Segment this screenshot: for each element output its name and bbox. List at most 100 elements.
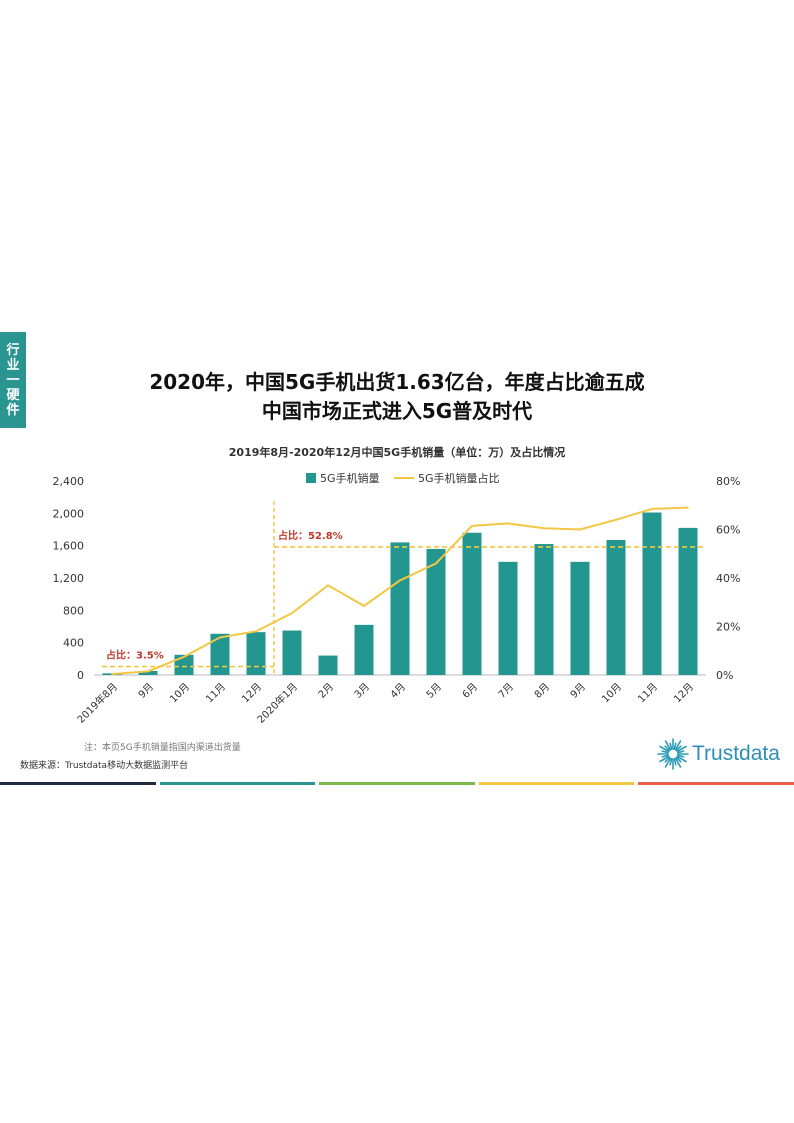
burst-ray	[675, 756, 682, 763]
page-subtitle: 中国市场正式进入5G普及时代	[261, 399, 533, 423]
burst-ray	[664, 745, 671, 752]
burst-ray	[674, 757, 682, 768]
x-tick-label: 6月	[460, 681, 480, 701]
legend-line-label: 5G手机销量占比	[418, 471, 500, 485]
bar	[606, 540, 626, 675]
y-right-tick: 80%	[716, 475, 740, 488]
share-point	[687, 506, 689, 509]
burst-ray	[673, 742, 677, 750]
y-right-tick: 60%	[716, 524, 740, 537]
burst-ray	[677, 754, 685, 758]
y-left-tick: 2,400	[53, 475, 85, 488]
share-point	[579, 528, 581, 531]
logo-text: Trustdata	[692, 742, 780, 765]
y-left-tick: 2,000	[53, 507, 85, 520]
share-point	[651, 508, 653, 510]
stripe	[478, 782, 635, 785]
x-tick-label: 10月	[168, 681, 193, 706]
bar	[570, 561, 590, 675]
x-tick-label: 12月	[672, 681, 697, 706]
bar	[282, 630, 302, 675]
y-left-tick: 800	[63, 604, 84, 617]
bar	[246, 632, 266, 675]
y-left-tick: 0	[77, 669, 84, 682]
x-tick-label: 10月	[600, 681, 625, 706]
share-point	[327, 584, 329, 587]
burst-ray	[661, 754, 669, 758]
x-tick-label: 4月	[388, 681, 408, 701]
bar	[426, 548, 446, 675]
side-tab-char: 行	[6, 342, 20, 358]
share-point	[507, 522, 509, 525]
legend-bar-swatch	[306, 473, 316, 483]
x-tick-label: 9月	[568, 681, 588, 701]
share-point	[363, 605, 365, 607]
burst-ray	[676, 745, 687, 753]
burst-ray	[664, 757, 672, 768]
chart-note: 注：本页5G手机销量指国内渠道出货量	[84, 743, 241, 753]
y-right-tick: 40%	[716, 572, 740, 585]
burst-ray	[659, 745, 670, 753]
y-left-tick: 1,600	[53, 540, 85, 553]
burst-ray	[664, 740, 672, 751]
side-tab-char: 一	[6, 372, 20, 388]
bar	[354, 624, 374, 675]
share-point	[435, 562, 437, 565]
stripe	[0, 782, 156, 785]
share-point	[183, 656, 185, 658]
share-point	[255, 630, 257, 633]
y-left-tick: 400	[63, 637, 84, 650]
x-tick-label: 2月	[316, 681, 336, 701]
share-point	[615, 519, 617, 521]
data-source: 数据来源：Trustdata移动大数据监测平台	[20, 761, 189, 771]
share-point	[219, 636, 221, 639]
burst-icon	[657, 738, 689, 770]
stripe	[159, 782, 316, 785]
bar	[138, 670, 158, 675]
x-tick-label: 7月	[496, 681, 516, 701]
side-tab-char: 硬	[6, 387, 20, 403]
side-tab: 行业一硬件	[0, 332, 26, 428]
stripe	[319, 782, 475, 785]
chart-title: 2019年8月-2020年12月中国5G手机销量（单位：万）及占比情况	[228, 446, 566, 459]
burst-ray	[661, 750, 669, 754]
share-point	[111, 673, 113, 675]
bar	[210, 633, 230, 675]
page-title: 2020年，中国5G手机出货1.63亿台，年度占比逾五成	[149, 370, 645, 394]
bar	[462, 532, 482, 675]
burst-ray	[669, 758, 673, 766]
x-tick-label: 5月	[424, 681, 444, 701]
bar	[678, 527, 698, 675]
burst-ray	[664, 756, 671, 763]
y-right-tick: 0%	[716, 669, 733, 682]
y-left-tick: 1,200	[53, 572, 85, 585]
trustdata-logo: Trustdata	[656, 732, 786, 776]
side-tab-char: 业	[6, 357, 20, 373]
x-tick-label: 9月	[136, 681, 156, 701]
burst-ray	[676, 755, 687, 763]
bar	[534, 544, 554, 675]
bar	[390, 542, 410, 675]
x-tick-label: 3月	[352, 681, 372, 701]
sales-chart: 0 400 800 1,200 1,600 2,000 2,400 0% 20% 40% 60% 80…	[53, 471, 741, 726]
share-point	[291, 612, 293, 614]
burst-ray	[659, 755, 670, 763]
share-point	[543, 527, 545, 530]
x-tick-label: 11月	[204, 681, 229, 706]
bar	[174, 654, 194, 675]
burst-ray	[674, 740, 682, 751]
share-point	[147, 670, 149, 673]
share-point	[399, 579, 401, 582]
x-tick-label: 2019年8月	[74, 680, 120, 726]
burst-ray	[673, 758, 677, 766]
burst-ray	[669, 742, 673, 750]
x-tick-label: 12月	[240, 681, 265, 706]
share-point	[471, 525, 473, 527]
stripe	[638, 782, 794, 785]
x-tick-label: 8月	[532, 681, 552, 701]
reference-label: 占比：3.5%	[106, 649, 164, 662]
x-tick-label: 11月	[636, 681, 661, 706]
bar	[318, 655, 338, 675]
bar	[498, 561, 518, 675]
bar	[642, 512, 662, 675]
